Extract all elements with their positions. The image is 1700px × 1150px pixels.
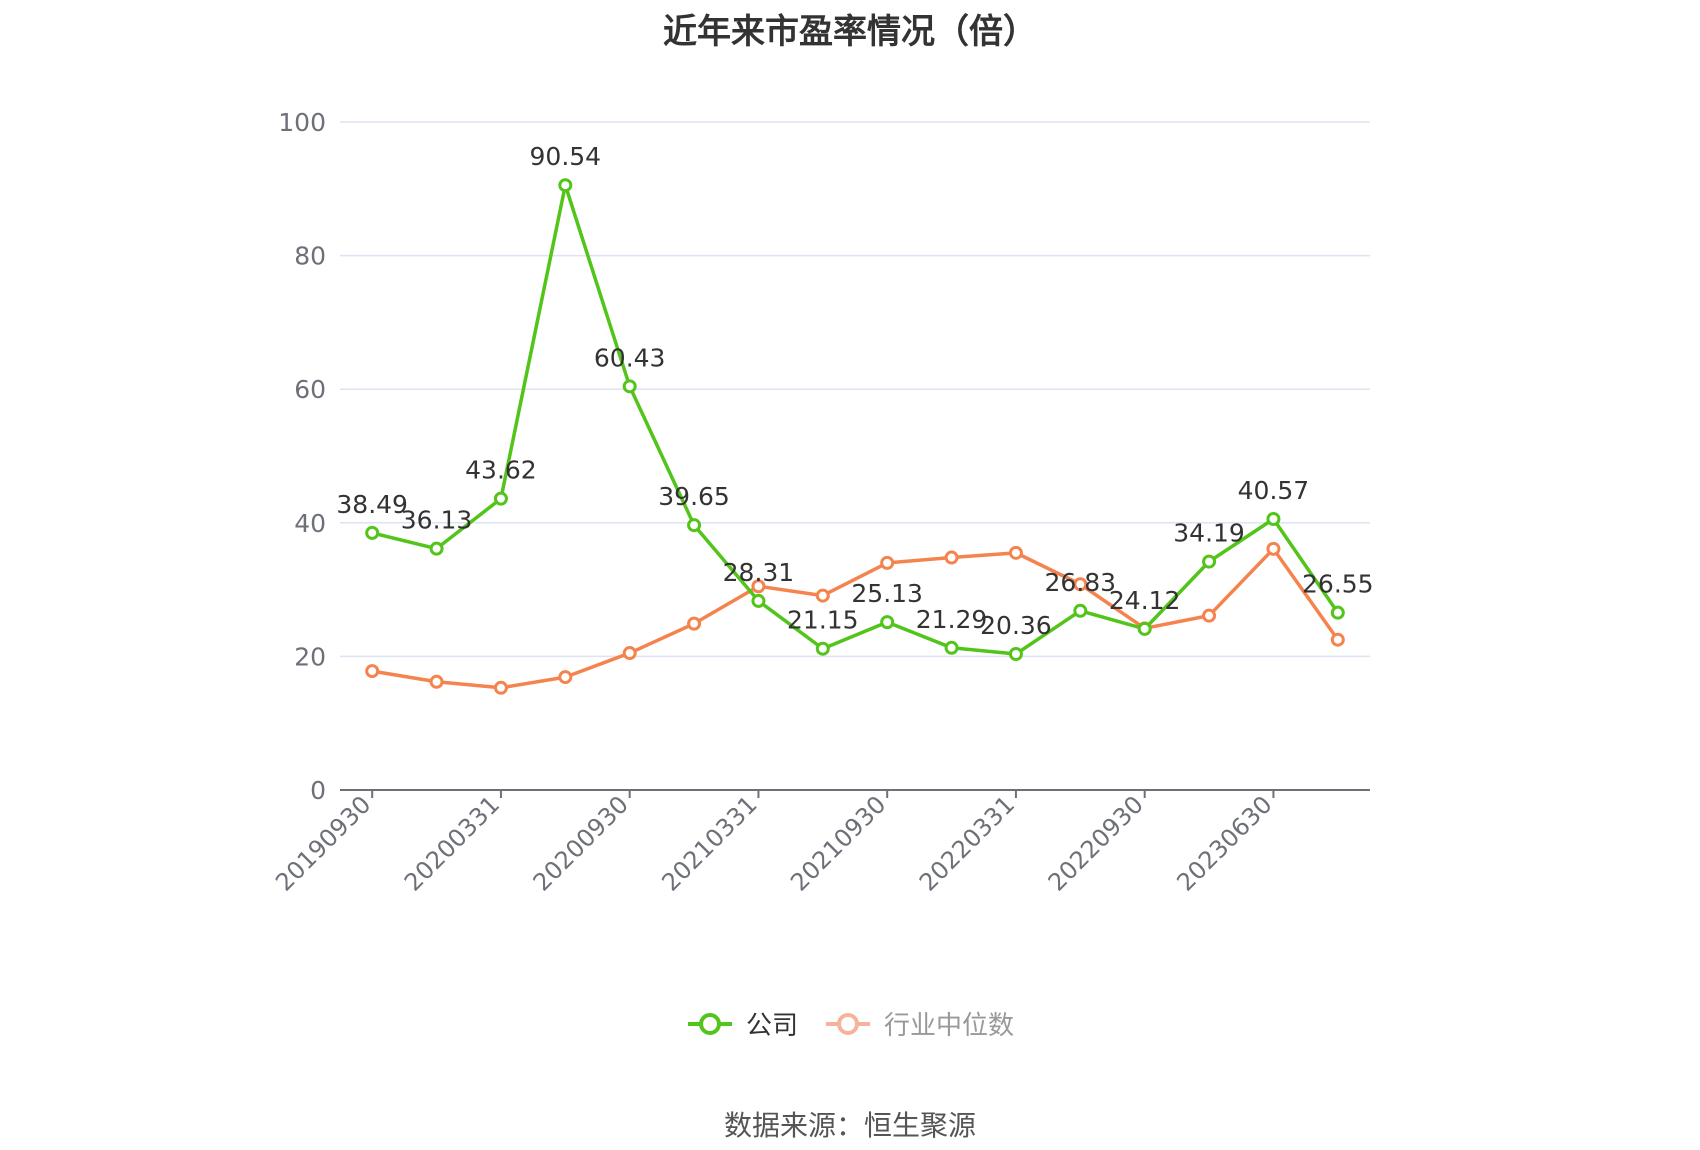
data-label: 38.49 — [336, 490, 408, 519]
grid-lines — [340, 121, 1370, 658]
data-label: 60.43 — [594, 343, 666, 372]
data-label: 43.62 — [465, 456, 537, 485]
data-point-industry — [429, 674, 444, 689]
data-label: 21.15 — [787, 606, 859, 635]
data-label: 28.31 — [723, 558, 795, 587]
legend-item-industry[interactable]: 行业中位数 — [824, 1005, 1014, 1042]
data-point-company — [880, 615, 895, 630]
data-point-industry — [880, 555, 895, 570]
data-point-company — [1137, 621, 1152, 636]
data-point-company — [944, 640, 959, 655]
data-point-industry — [687, 616, 702, 631]
data-point-industry — [1266, 541, 1281, 556]
data-label: 34.19 — [1173, 519, 1245, 548]
data-point-company — [1202, 554, 1217, 569]
legend-industry-icon — [826, 1012, 870, 1035]
data-label: 40.57 — [1238, 476, 1310, 505]
data-point-industry — [815, 588, 830, 603]
legend: 公司 行业中位数 — [0, 1005, 1700, 1042]
x-tick-label: 20220331 — [914, 790, 1020, 896]
data-label: 36.13 — [401, 506, 473, 535]
data-point-company — [558, 178, 573, 193]
y-tick-label: 100 — [278, 108, 326, 137]
x-tick-label: 20200331 — [399, 790, 505, 896]
x-tick-label: 20190930 — [270, 790, 376, 896]
legend-label-company: 公司 — [745, 1011, 798, 1041]
series-line-industry — [371, 547, 1340, 690]
data-point-industry — [1330, 632, 1345, 647]
y-tick-label: 0 — [310, 776, 326, 805]
legend-company-icon — [687, 1012, 732, 1035]
data-label: 39.65 — [658, 482, 730, 511]
data-point-company — [493, 491, 508, 506]
data-point-industry — [1008, 545, 1023, 560]
data-label: 24.12 — [1109, 586, 1181, 615]
data-point-industry — [944, 550, 959, 565]
data-point-company — [687, 518, 702, 533]
data-point-industry — [493, 680, 508, 695]
chart-title: 近年来市盈率情况（倍） — [663, 12, 1037, 52]
data-point-industry — [365, 664, 380, 679]
source-note: 数据来源：恒生聚源 — [723, 1109, 976, 1142]
x-tick-label: 20200930 — [528, 790, 634, 896]
data-point-company — [751, 593, 766, 608]
y-tick-label: 60 — [294, 375, 326, 404]
legend-item-company[interactable]: 公司 — [686, 1005, 798, 1042]
data-point-company — [365, 525, 380, 540]
data-label: 90.54 — [530, 142, 602, 171]
x-tick-label: 20210331 — [657, 790, 763, 896]
y-tick-label: 80 — [294, 242, 326, 271]
data-point-industry — [558, 670, 573, 685]
data-label: 25.13 — [851, 579, 923, 608]
data-point-company — [1008, 646, 1023, 661]
legend-label-industry: 行业中位数 — [884, 1011, 1015, 1041]
data-label: 21.29 — [916, 605, 988, 634]
data-label: 20.36 — [980, 611, 1052, 640]
data-point-company — [1073, 603, 1088, 618]
data-point-industry — [1202, 608, 1217, 623]
data-point-company — [1266, 511, 1281, 526]
data-point-company — [622, 379, 637, 394]
data-point-company — [429, 541, 444, 556]
data-point-industry — [622, 646, 637, 661]
y-tick-label: 40 — [294, 509, 326, 538]
data-point-company — [815, 641, 830, 656]
data-point-industry — [1073, 577, 1088, 592]
series-line-company — [371, 183, 1340, 656]
y-tick-label: 20 — [294, 642, 326, 671]
data-point-company — [1330, 605, 1345, 620]
data-label: 26.55 — [1302, 570, 1374, 599]
data-label: 26.83 — [1045, 568, 1117, 597]
series — [365, 178, 1345, 695]
x-tick-label: 20220930 — [1043, 790, 1149, 896]
x-tick-label: 20210930 — [785, 790, 891, 896]
data-point-industry — [751, 579, 766, 594]
x-tick-label: 20230630 — [1172, 790, 1278, 896]
